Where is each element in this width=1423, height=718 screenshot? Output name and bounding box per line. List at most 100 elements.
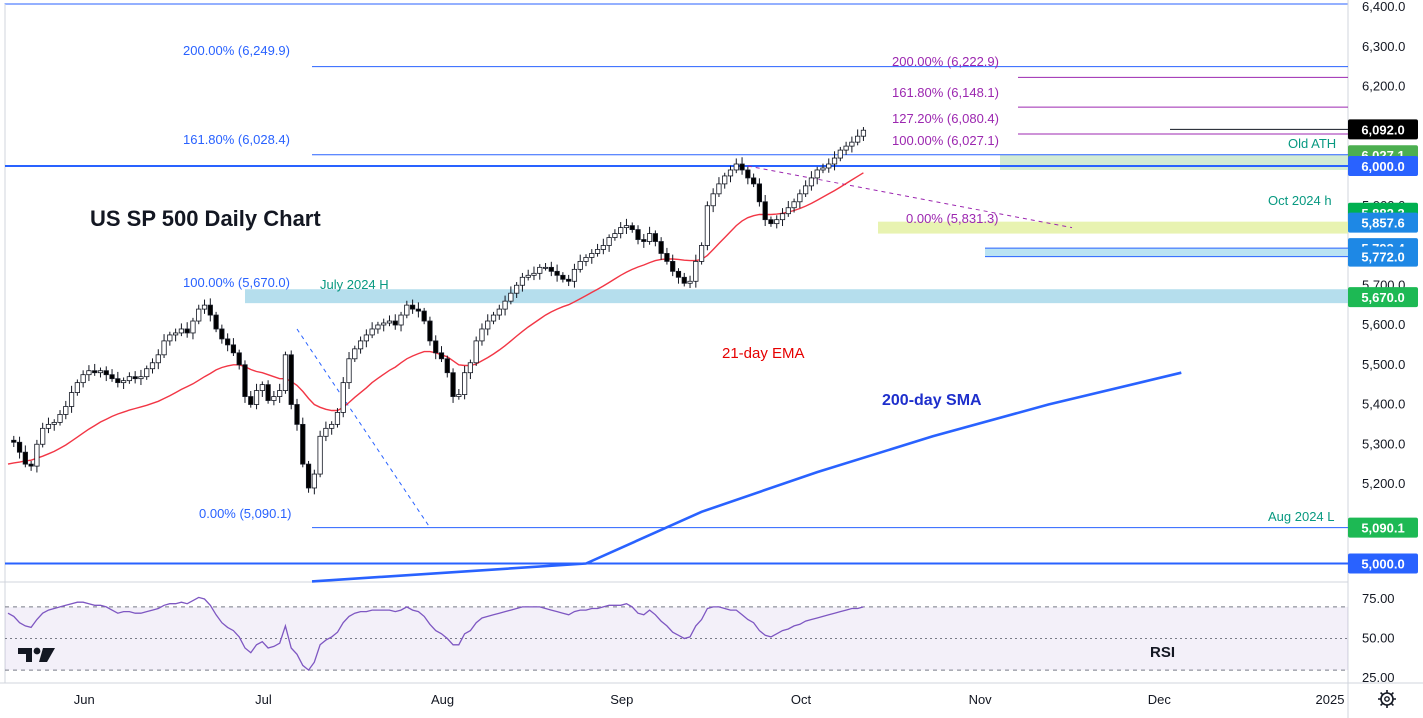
- candle-body: [138, 376, 144, 380]
- fib-right-diagonal: [747, 165, 1073, 229]
- candle-body: [716, 183, 722, 195]
- candle-body: [600, 245, 606, 250]
- rsi-tick-label: 75.00: [1362, 591, 1395, 606]
- candle-body: [433, 340, 439, 354]
- fib-right-label: 161.80% (6,148.1): [892, 85, 999, 100]
- fib-left-label: 100.00% (5,670.0): [183, 275, 290, 290]
- candle-body: [618, 227, 624, 234]
- time-tick-label: Sep: [610, 692, 633, 707]
- candle-body: [265, 384, 271, 401]
- candle-body: [855, 135, 861, 143]
- candle-body: [207, 304, 213, 316]
- candle-body: [68, 392, 75, 407]
- rsi-line: [7, 596, 864, 672]
- candle-body: [722, 175, 728, 185]
- candle-body: [444, 358, 450, 374]
- candle-body: [357, 340, 364, 350]
- gear-icon[interactable]: [1378, 690, 1396, 708]
- fib-right-label: 127.20% (6,080.4): [892, 111, 999, 126]
- candle-body: [635, 229, 641, 240]
- candle-body: [334, 412, 341, 425]
- candle-body: [462, 372, 468, 395]
- candle-body: [259, 384, 265, 391]
- candle-body: [768, 219, 774, 225]
- candle-body: [386, 320, 393, 324]
- candle-body: [814, 169, 820, 179]
- candle-body: [739, 163, 745, 171]
- price-label: 5,772.0: [1361, 250, 1404, 265]
- candle-body: [502, 300, 508, 310]
- candle-body: [74, 382, 80, 393]
- candle-body: [22, 451, 28, 465]
- candle-body: [92, 370, 98, 374]
- candle-body: [681, 276, 687, 284]
- sma-label: 200-day SMA: [882, 392, 982, 409]
- candle-body: [398, 314, 404, 326]
- candle-body: [577, 260, 583, 270]
- candle-body: [473, 340, 479, 364]
- candle-body: [415, 308, 421, 312]
- candle-body: [305, 463, 312, 489]
- zone-5793: [985, 248, 1348, 257]
- level-label: Aug 2024 L: [1268, 509, 1335, 524]
- fib-right-label: 100.00% (6,027.1): [892, 133, 999, 148]
- candle-body: [733, 163, 739, 171]
- price-tick-label: 5,200.0: [1362, 476, 1405, 491]
- candle-body: [675, 270, 682, 278]
- candle-body: [849, 141, 855, 147]
- candle-body: [155, 354, 161, 364]
- candle-body: [196, 308, 202, 322]
- price-label-bg: [1348, 553, 1418, 574]
- price-label: 5,000.0: [1361, 557, 1404, 572]
- fib-left-label: 0.00% (5,090.1): [199, 506, 292, 521]
- candle-body: [144, 368, 150, 378]
- candle-body: [271, 396, 277, 401]
- candle-body: [427, 320, 433, 342]
- candle-body: [745, 169, 751, 179]
- candle-body: [80, 374, 86, 384]
- fib-left-label: 161.80% (6,028.4): [183, 132, 290, 147]
- price-label-bg: [1348, 517, 1418, 538]
- time-tick-label: Nov: [969, 692, 993, 707]
- time-tick-label: Jul: [255, 692, 272, 707]
- candle-body: [803, 185, 809, 195]
- candle-body: [837, 149, 843, 159]
- candle-body: [860, 129, 867, 137]
- candle-body: [34, 443, 40, 467]
- candle-body: [612, 233, 618, 238]
- candle-body: [51, 421, 57, 425]
- candle-body: [438, 352, 445, 360]
- rsi-tick-label: 25.00: [1362, 670, 1395, 685]
- candle-body: [641, 239, 647, 242]
- price-label-bg: [1348, 246, 1418, 267]
- candle-body: [751, 177, 757, 185]
- zone-july-high: [245, 289, 1348, 304]
- candle-body: [623, 225, 630, 229]
- candle-body: [167, 334, 173, 342]
- zone-old-ath: [1000, 154, 1348, 170]
- candle-body: [300, 423, 306, 465]
- candle-body: [392, 320, 398, 326]
- candle-body: [11, 439, 17, 443]
- rsi-label: RSI: [1150, 644, 1175, 661]
- price-tick-label: 5,500.0: [1362, 357, 1405, 372]
- price-label: 5,857.6: [1361, 216, 1404, 231]
- candle-body: [485, 320, 491, 330]
- price-label: 5,670.0: [1361, 290, 1404, 305]
- candle-body: [381, 322, 387, 326]
- candle-body: [693, 260, 699, 282]
- candle-body: [514, 284, 520, 294]
- fib-left-label: 200.00% (6,249.9): [183, 43, 290, 58]
- fib-right-label: 200.00% (6,222.9): [892, 54, 999, 69]
- candle-body: [785, 207, 791, 215]
- candle-body: [566, 278, 572, 282]
- candle-body: [404, 304, 410, 316]
- candle-body: [496, 308, 502, 316]
- candle-body: [456, 394, 462, 397]
- candle-body: [97, 370, 104, 374]
- price-label: 6,092.0: [1361, 122, 1404, 137]
- candle-body: [184, 328, 190, 334]
- candle-body: [519, 276, 526, 286]
- candle-body: [670, 260, 676, 272]
